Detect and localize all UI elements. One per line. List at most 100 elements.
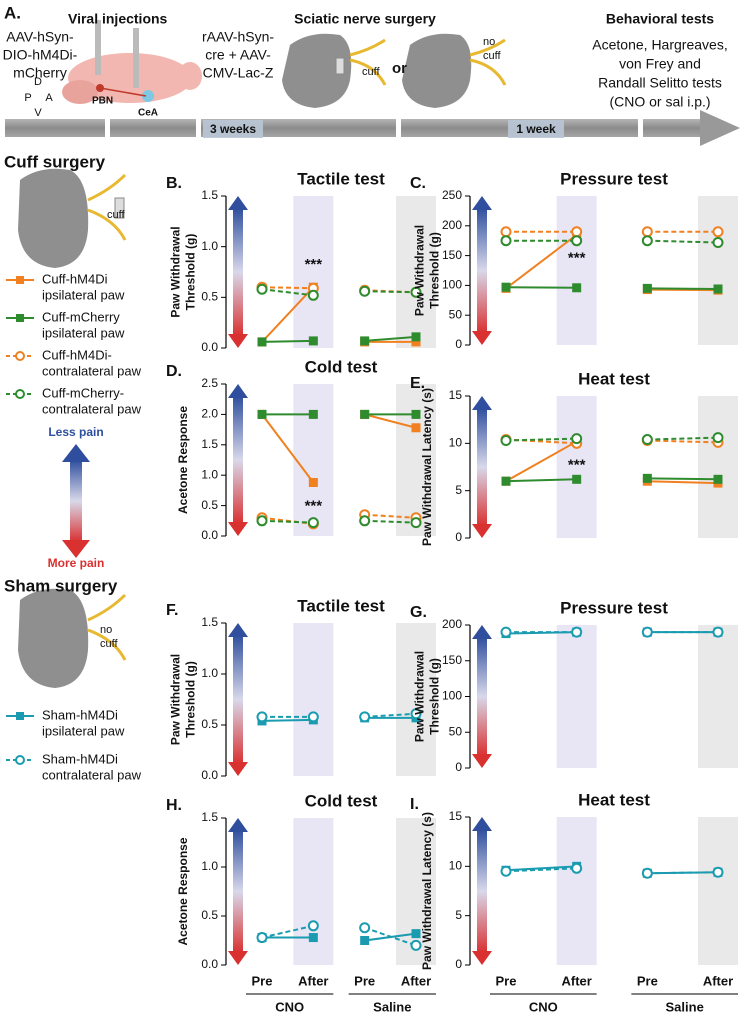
marker <box>571 226 583 238</box>
legend-label: Cuff-hM4Di- <box>42 347 112 362</box>
marker <box>500 626 512 638</box>
legend-label: contralateral paw <box>42 767 142 782</box>
legend-label: Cuff-mCherry <box>42 309 120 324</box>
series-line <box>261 519 314 524</box>
panel-label: G. <box>410 604 427 621</box>
pain-label: More pain <box>48 556 105 570</box>
y-tick-label: 10 <box>449 859 463 873</box>
y-tick-label: 1.5 <box>201 615 218 629</box>
pain-arrow-head <box>228 623 248 637</box>
marker <box>642 283 652 293</box>
series-line <box>505 440 578 483</box>
series-line <box>364 335 417 342</box>
marker <box>500 865 512 877</box>
series-line <box>261 718 314 722</box>
chart-title: Cold test <box>305 357 378 376</box>
marker <box>257 337 267 347</box>
y-tick-label: 150 <box>442 248 462 262</box>
y-axis-label: Paw Withdrawal <box>413 651 427 742</box>
series-line <box>261 339 314 343</box>
series-line <box>364 519 417 524</box>
chart-title: Pressure test <box>560 169 668 188</box>
pain-arrow-head <box>228 196 248 210</box>
panel-label: H. <box>166 797 182 814</box>
pain-arrow-head <box>472 754 492 768</box>
shaded-band <box>396 623 436 776</box>
pain-arrow <box>233 830 243 953</box>
marker <box>641 235 653 247</box>
marker <box>307 517 319 529</box>
pain-arrow-head <box>62 444 90 462</box>
cuff-label: cuff <box>107 209 125 221</box>
legend-label: ipsilateral paw <box>42 723 125 738</box>
compass: P <box>24 92 31 104</box>
marker <box>641 867 653 879</box>
series-line <box>261 924 314 939</box>
marker <box>713 284 723 294</box>
y-axis-label: Paw Withdrawal Latency (s) <box>420 812 434 970</box>
pain-arrow <box>477 637 487 756</box>
pain-arrow-head <box>228 818 248 832</box>
marker <box>712 626 724 638</box>
x-tick-label: Pre <box>637 973 658 988</box>
marker <box>16 314 24 322</box>
series-line <box>364 712 417 718</box>
marker <box>307 711 319 723</box>
shaded-band <box>556 396 597 538</box>
pain-arrow <box>477 208 487 333</box>
tests-text: Acetone, Hargreaves, <box>592 37 727 53</box>
pain-arrow-head <box>228 522 248 536</box>
marker <box>501 282 511 292</box>
pain-arrow-head <box>472 817 492 831</box>
y-tick-label: 0.5 <box>201 908 218 922</box>
y-tick-label: 0 <box>455 337 462 351</box>
y-tick-label: 50 <box>449 724 463 738</box>
marker <box>410 286 422 298</box>
marker <box>713 474 723 484</box>
interval-label: 1 week <box>516 122 556 136</box>
legend-label: contralateral paw <box>42 363 142 378</box>
y-tick-label: 2.5 <box>201 376 218 390</box>
shaded-band <box>556 817 597 965</box>
region-label: PBN <box>92 96 113 107</box>
shaded-band <box>556 625 597 768</box>
pain-arrow-head <box>228 951 248 965</box>
x-tick-label: Pre <box>354 973 375 988</box>
section-title: Sham surgery <box>4 576 118 595</box>
panel-label: D. <box>166 363 182 380</box>
pain-arrow-head <box>472 331 492 345</box>
y-tick-label: 10 <box>449 436 463 450</box>
shaded-band <box>396 196 436 348</box>
marker <box>712 236 724 248</box>
vector-text: cre + AAV- <box>205 47 271 63</box>
cuff-label: no <box>483 36 495 48</box>
marker <box>641 434 653 446</box>
marker <box>410 708 422 720</box>
or-label: or <box>392 60 407 77</box>
y-tick-label: 0.0 <box>201 768 218 782</box>
heading: Behavioral tests <box>606 11 714 27</box>
x-tick-label: After <box>401 973 431 988</box>
marker <box>410 517 422 529</box>
marker <box>307 289 319 301</box>
y-tick-label: 100 <box>442 278 462 292</box>
y-tick-label: 50 <box>449 307 463 321</box>
legend-label: ipsilateral paw <box>42 325 125 340</box>
pain-arrow <box>70 460 82 542</box>
marker <box>308 477 318 487</box>
tests-text: Randall Selitto tests <box>598 75 722 91</box>
marker <box>15 351 25 361</box>
series-line <box>505 865 577 872</box>
region-label: CeA <box>138 108 158 119</box>
marker <box>360 936 370 945</box>
legend-label: contralateral paw <box>42 401 142 416</box>
y-tick-label: 5 <box>455 483 462 497</box>
cuff-label: no <box>100 624 112 636</box>
pain-arrow-head <box>472 196 492 210</box>
y-tick-label: 15 <box>449 809 463 823</box>
chart-title: Tactile test <box>297 169 385 188</box>
timeline <box>5 110 740 146</box>
marker <box>572 474 582 484</box>
y-tick-label: 0.5 <box>201 717 218 731</box>
shaded-band <box>698 817 738 965</box>
